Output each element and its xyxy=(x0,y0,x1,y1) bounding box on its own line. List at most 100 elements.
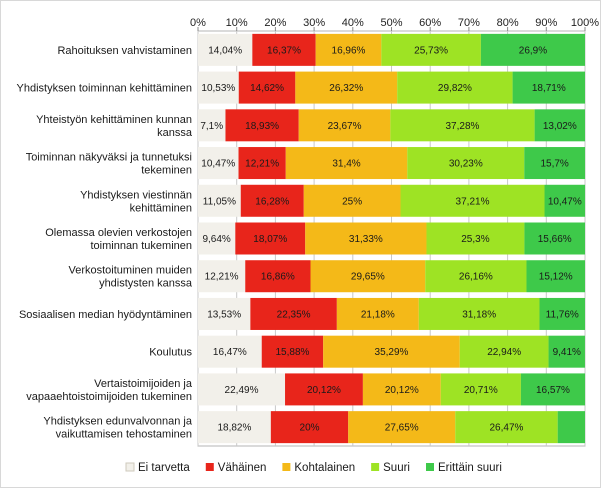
data-label: 16,47% xyxy=(213,347,247,358)
bar-segment xyxy=(198,184,241,217)
category-label: Vertaistoimijoiden ja vapaaehtoistoimijoi… xyxy=(26,378,193,403)
bars: 14,04% 16,37% 16,96% 25,73% 26,9% 10,53% 14,62… xyxy=(198,33,586,444)
category-label: Yhteistyön kehittäminen kunnan kanssa xyxy=(36,114,193,139)
x-tick-label: 80% xyxy=(497,17,519,29)
bar-segment xyxy=(198,147,239,180)
data-label: 16,28% xyxy=(255,196,289,207)
legend: Ei tarvetta Vähäinen Kohtalainen Suuri Eritt… xyxy=(125,462,502,474)
data-label: 7,1% xyxy=(200,121,223,132)
data-label: 29,82% xyxy=(438,83,472,94)
bar-segment xyxy=(526,260,585,293)
data-label: 21,18% xyxy=(361,309,395,320)
data-label: 13,53% xyxy=(207,309,241,320)
data-label: 23,67% xyxy=(328,121,362,132)
bar-segment xyxy=(235,222,306,255)
data-label: 16,96% xyxy=(332,45,366,56)
bar-segment xyxy=(407,147,525,180)
data-label: 31,33% xyxy=(349,234,383,245)
bar-segment xyxy=(198,33,253,66)
data-label: 31,18% xyxy=(462,309,496,320)
data-label: 20% xyxy=(300,423,320,434)
data-label: 35,29% xyxy=(375,347,409,358)
data-label: 12,21% xyxy=(245,159,279,170)
legend-swatch xyxy=(371,463,380,471)
data-label: 20,71% xyxy=(464,385,498,396)
bar-segment xyxy=(539,297,585,330)
x-tick-label: 60% xyxy=(419,17,441,29)
data-label: 37,28% xyxy=(446,121,480,132)
bar-segment xyxy=(557,411,585,444)
legend-swatch xyxy=(282,463,291,471)
x-tick-label: 50% xyxy=(380,17,402,29)
data-label: 18,71% xyxy=(532,83,566,94)
bar-segment xyxy=(534,109,585,142)
bar-segment xyxy=(425,260,527,293)
bar-segment xyxy=(198,222,236,255)
data-label: 16,37% xyxy=(267,45,301,56)
data-label: 11,05% xyxy=(203,196,236,207)
bar-segment xyxy=(440,373,521,406)
bar-segment xyxy=(520,373,586,406)
bar-segment xyxy=(480,33,585,66)
bar-segment xyxy=(310,260,426,293)
bar-segment xyxy=(295,71,398,104)
data-label: 26,32% xyxy=(329,83,363,94)
category-label: Sosiaalisen median hyödyntäminen xyxy=(19,309,192,321)
legend-label: Ei tarvetta xyxy=(138,462,190,474)
category-label: Rahoituksen vahvistaminen xyxy=(57,45,192,57)
legend-swatch xyxy=(205,463,214,471)
bar-segment xyxy=(524,147,586,180)
x-tick-label: 40% xyxy=(342,17,364,29)
bar-segment xyxy=(245,260,311,293)
data-label: 31,4% xyxy=(332,159,360,170)
data-label: 10,47% xyxy=(548,196,582,207)
data-label: 20,12% xyxy=(385,385,419,396)
bar-segment xyxy=(524,222,585,255)
bar-segment xyxy=(544,184,586,217)
data-label: 18,07% xyxy=(253,234,287,245)
data-label: 9,64% xyxy=(202,234,230,245)
category-label: Yhdistyksen viestinnän kehittäminen xyxy=(80,189,192,214)
x-tick-label: 20% xyxy=(264,17,286,29)
x-tick-label: 70% xyxy=(458,17,480,29)
data-label: 11,76% xyxy=(546,309,579,320)
legend-swatch xyxy=(426,463,434,471)
data-label: 26,47% xyxy=(489,423,523,434)
data-label: 15,88% xyxy=(276,347,310,358)
bar-segment xyxy=(512,71,585,104)
data-label: 13,02% xyxy=(543,121,577,132)
bar-segment xyxy=(426,222,525,255)
data-label: 14,04% xyxy=(208,45,242,56)
bar-segment xyxy=(238,71,296,104)
category-label: Toiminnan näkyväksi ja tunnetuksi tekemin… xyxy=(26,152,192,177)
data-label: 20,12% xyxy=(307,385,341,396)
bar-segment xyxy=(348,411,456,444)
legend-swatch xyxy=(125,462,135,472)
bar-segment xyxy=(198,297,251,330)
data-label: 26,9% xyxy=(519,45,547,56)
bar-segment xyxy=(323,335,460,368)
bar-segment xyxy=(298,109,391,142)
bar-segment xyxy=(418,297,540,330)
data-label: 16,57% xyxy=(536,385,570,396)
bar-segment xyxy=(198,373,286,406)
bar-segment xyxy=(198,71,239,104)
data-label: 25,3% xyxy=(461,234,489,245)
category-label: Yhdistyksen toiminnan kehittäminen xyxy=(17,83,192,95)
data-label: 25% xyxy=(342,196,362,207)
data-label: 14,62% xyxy=(250,83,284,94)
data-label: 25,73% xyxy=(414,45,448,56)
data-label: 26,16% xyxy=(459,272,493,283)
bar-segment xyxy=(455,411,558,444)
bar-segment xyxy=(252,33,316,66)
category-label: Yhdistyksen edunvalvonnan ja vaikuttamise… xyxy=(43,416,192,441)
data-label: 18,82% xyxy=(217,423,251,434)
legend-label: Vähäinen xyxy=(218,462,267,474)
bar-segment xyxy=(362,373,441,406)
bar-segment xyxy=(198,260,246,293)
data-label: 9,41% xyxy=(553,347,581,358)
data-label: 15,7% xyxy=(540,159,568,170)
data-label: 30,23% xyxy=(449,159,483,170)
data-label: 22,94% xyxy=(487,347,521,358)
